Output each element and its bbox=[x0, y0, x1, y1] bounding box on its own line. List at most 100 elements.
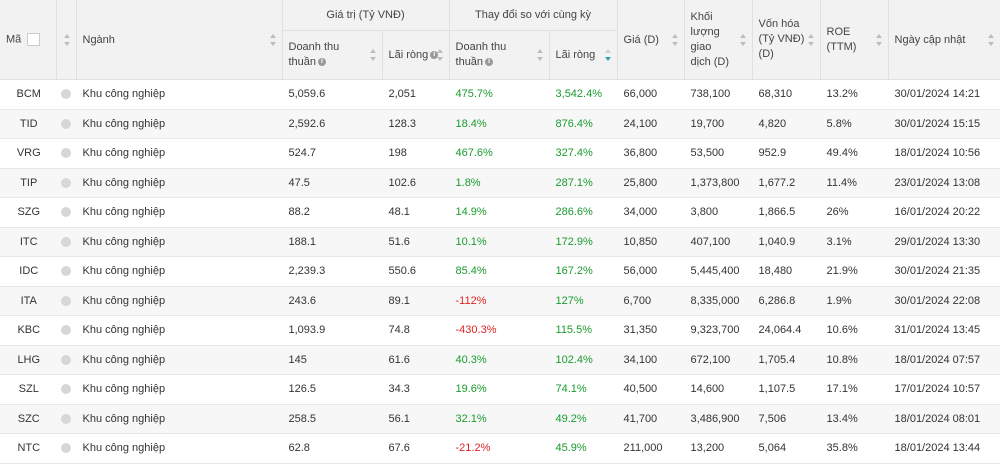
circle-icon[interactable] bbox=[61, 295, 71, 306]
table-row[interactable]: SZC Khu công nghiệp 258.5 56.1 32.1% 49.2% 41,… bbox=[0, 404, 1000, 434]
roe-cell: 26% bbox=[820, 197, 889, 228]
header-khoi-luong[interactable]: Khối lượng giao dịch (D) bbox=[684, 0, 753, 80]
profit-change-cell: 172.9% bbox=[549, 227, 618, 257]
select-all-checkbox[interactable] bbox=[27, 33, 41, 46]
updated-date-cell: 30/01/2024 22:08 bbox=[888, 286, 1000, 316]
header-doanh-thu-chg[interactable]: Doanh thu thuần i bbox=[449, 30, 550, 80]
sort-icon[interactable] bbox=[807, 33, 815, 46]
circle-icon[interactable] bbox=[61, 413, 71, 424]
stock-code[interactable]: TID bbox=[0, 109, 56, 139]
status-dot bbox=[56, 374, 76, 405]
stock-code[interactable]: SZG bbox=[0, 197, 56, 228]
stock-code[interactable]: VRG bbox=[0, 138, 56, 169]
stock-code[interactable]: ITA bbox=[0, 286, 56, 316]
circle-icon[interactable] bbox=[61, 148, 71, 159]
stock-code[interactable]: LHG bbox=[0, 345, 56, 375]
updated-date-cell: 29/01/2024 13:30 bbox=[888, 227, 1000, 257]
table-row[interactable]: IDC Khu công nghiệp 2,239.3 550.6 85.4% 167.2… bbox=[0, 256, 1000, 287]
circle-icon[interactable] bbox=[61, 354, 71, 365]
header-von-hoa[interactable]: Vốn hóa (Tỷ VNĐ) (D) bbox=[752, 0, 821, 80]
sort-icon[interactable] bbox=[63, 33, 71, 46]
header-gia[interactable]: Giá (D) bbox=[617, 0, 685, 80]
info-icon[interactable]: i bbox=[430, 51, 439, 60]
circle-icon[interactable] bbox=[61, 89, 71, 100]
profit-change-cell: 45.9% bbox=[549, 433, 618, 464]
status-dot bbox=[56, 109, 76, 139]
header-lai-rong-chg[interactable]: Lãi ròng bbox=[549, 30, 618, 80]
sort-icon[interactable] bbox=[369, 49, 377, 61]
table-row[interactable]: TID Khu công nghiệp 2,592.6 128.3 18.4% 876.4… bbox=[0, 109, 1000, 139]
volume-cell: 1,373,800 bbox=[684, 168, 753, 198]
table-row[interactable]: VRG Khu công nghiệp 524.7 198 467.6% 327.4% 36… bbox=[0, 138, 1000, 169]
info-icon[interactable]: i bbox=[318, 58, 327, 67]
revenue-change-cell: 32.1% bbox=[449, 404, 550, 434]
table-row[interactable]: SZL Khu công nghiệp 126.5 34.3 19.6% 74.1% 40,… bbox=[0, 374, 1000, 405]
profit-cell: 198 bbox=[382, 138, 450, 169]
profit-change-cell: 327.4% bbox=[549, 138, 618, 169]
circle-icon[interactable] bbox=[61, 384, 71, 395]
sort-icon[interactable] bbox=[987, 33, 995, 46]
stock-code[interactable]: SZL bbox=[0, 374, 56, 405]
updated-date-cell: 18/01/2024 10:56 bbox=[888, 138, 1000, 169]
revenue-cell: 2,239.3 bbox=[282, 256, 382, 287]
volume-cell: 19,700 bbox=[684, 109, 753, 139]
circle-icon[interactable] bbox=[61, 266, 71, 277]
table-row[interactable]: SZG Khu công nghiệp 88.2 48.1 14.9% 286.6% 34,… bbox=[0, 197, 1000, 228]
stock-code[interactable]: KBC bbox=[0, 315, 56, 346]
updated-date-cell: 30/01/2024 15:15 bbox=[888, 109, 1000, 139]
volume-cell: 14,600 bbox=[684, 374, 753, 405]
table-row[interactable]: NTC Khu công nghiệp 62.8 67.6 -21.2% 45.9% 211… bbox=[0, 433, 1000, 464]
header-ngay[interactable]: Ngày cập nhật bbox=[888, 0, 1000, 80]
stock-code[interactable]: TIP bbox=[0, 168, 56, 198]
header-roe[interactable]: ROE (TTM) bbox=[820, 0, 889, 80]
volume-cell: 3,800 bbox=[684, 197, 753, 228]
circle-icon[interactable] bbox=[61, 177, 71, 188]
header-dot[interactable] bbox=[56, 0, 77, 80]
sort-icon[interactable] bbox=[739, 33, 747, 46]
circle-icon[interactable] bbox=[61, 236, 71, 247]
circle-icon[interactable] bbox=[61, 443, 71, 454]
stock-code[interactable]: SZC bbox=[0, 404, 56, 434]
circle-icon[interactable] bbox=[61, 118, 71, 129]
revenue-cell: 126.5 bbox=[282, 374, 382, 405]
info-icon[interactable]: i bbox=[485, 58, 494, 67]
updated-date-cell: 18/01/2024 13:44 bbox=[888, 433, 1000, 464]
table-row[interactable]: TIP Khu công nghiệp 47.5 102.6 1.8% 287.1% 25,… bbox=[0, 168, 1000, 198]
stock-code[interactable]: IDC bbox=[0, 256, 56, 287]
updated-date-cell: 18/01/2024 08:01 bbox=[888, 404, 1000, 434]
stock-code[interactable]: BCM bbox=[0, 79, 56, 110]
price-cell: 34,100 bbox=[617, 345, 685, 375]
table-row[interactable]: LHG Khu công nghiệp 145 61.6 40.3% 102.4% 34,1… bbox=[0, 345, 1000, 375]
circle-icon[interactable] bbox=[61, 207, 71, 218]
revenue-cell: 258.5 bbox=[282, 404, 382, 434]
price-cell: 66,000 bbox=[617, 79, 685, 110]
revenue-change-cell: 85.4% bbox=[449, 256, 550, 287]
table-row[interactable]: ITC Khu công nghiệp 188.1 51.6 10.1% 172.9% 10… bbox=[0, 227, 1000, 257]
sort-icon[interactable] bbox=[536, 49, 544, 61]
sort-icon[interactable] bbox=[875, 33, 883, 46]
sort-icon[interactable] bbox=[269, 33, 277, 46]
sort-desc-icon[interactable] bbox=[604, 49, 612, 61]
stock-code[interactable]: NTC bbox=[0, 433, 56, 464]
circle-icon[interactable] bbox=[61, 325, 71, 336]
roe-cell: 5.8% bbox=[820, 109, 889, 139]
sort-icon[interactable] bbox=[436, 49, 444, 61]
roe-cell: 11.4% bbox=[820, 168, 889, 198]
revenue-cell: 145 bbox=[282, 345, 382, 375]
profit-change-cell: 287.1% bbox=[549, 168, 618, 198]
status-dot bbox=[56, 315, 76, 346]
price-cell: 56,000 bbox=[617, 256, 685, 287]
header-doanh-thu[interactable]: Doanh thu thuần i bbox=[282, 30, 383, 80]
header-lai-rong[interactable]: Lãi ròng i bbox=[382, 30, 450, 80]
stock-code[interactable]: ITC bbox=[0, 227, 56, 257]
header-ma[interactable]: Mã bbox=[0, 0, 57, 80]
status-dot bbox=[56, 168, 76, 198]
updated-date-cell: 30/01/2024 21:35 bbox=[888, 256, 1000, 287]
table-row[interactable]: ITA Khu công nghiệp 243.6 89.1 -112% 127% 6,70… bbox=[0, 286, 1000, 316]
header-nganh[interactable]: Ngành bbox=[76, 0, 283, 80]
table-row[interactable]: KBC Khu công nghiệp 1,093.9 74.8 -430.3% 115.… bbox=[0, 315, 1000, 346]
table-row[interactable]: BCM Khu công nghiệp 5,059.6 2,051 475.7% 3,54… bbox=[0, 79, 1000, 110]
profit-cell: 128.3 bbox=[382, 109, 450, 139]
sort-icon[interactable] bbox=[671, 33, 679, 46]
price-cell: 24,100 bbox=[617, 109, 685, 139]
